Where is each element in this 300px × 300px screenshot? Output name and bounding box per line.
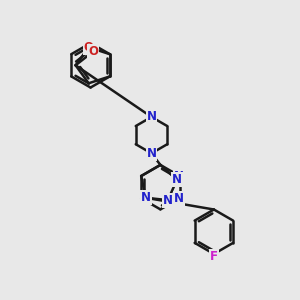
Text: N: N xyxy=(174,169,184,182)
Text: N: N xyxy=(146,147,157,160)
Text: N: N xyxy=(174,192,184,205)
Text: O: O xyxy=(88,45,98,58)
Text: N: N xyxy=(141,191,151,204)
Text: F: F xyxy=(210,250,218,263)
Text: N: N xyxy=(163,194,173,207)
Text: N: N xyxy=(172,173,182,186)
Text: O: O xyxy=(84,41,94,54)
Text: N: N xyxy=(146,110,157,123)
